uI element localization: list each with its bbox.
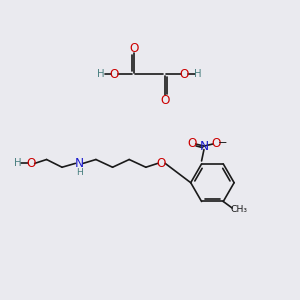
Text: O: O bbox=[157, 157, 166, 170]
Text: CH₃: CH₃ bbox=[230, 205, 248, 214]
Text: H: H bbox=[194, 69, 201, 79]
Text: H: H bbox=[97, 69, 105, 79]
Text: N: N bbox=[200, 140, 208, 153]
Text: O: O bbox=[179, 68, 189, 81]
Text: O: O bbox=[160, 94, 170, 107]
Text: O: O bbox=[129, 42, 138, 55]
Text: O: O bbox=[212, 137, 221, 151]
Text: O: O bbox=[110, 68, 119, 81]
Text: O: O bbox=[26, 157, 36, 170]
Text: H: H bbox=[14, 158, 22, 168]
Text: −: − bbox=[218, 137, 228, 148]
Text: O: O bbox=[188, 137, 197, 151]
Text: N: N bbox=[75, 157, 84, 170]
Text: H: H bbox=[76, 168, 83, 177]
